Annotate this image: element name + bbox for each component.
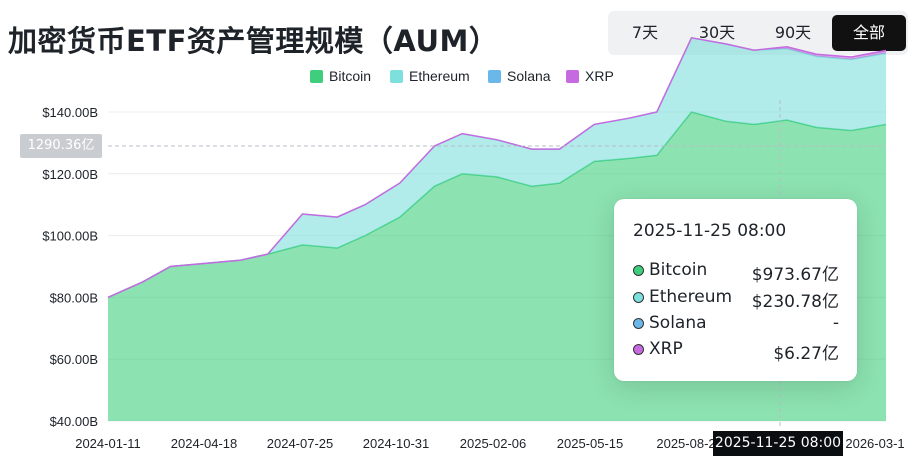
- tooltip-date: 2025-11-25 08:00: [633, 221, 787, 241]
- solana-dot-icon: [633, 318, 644, 329]
- x-tick-label: 2024-10-31: [363, 436, 430, 451]
- tooltip-row-xrp: XRP $6.27亿: [633, 339, 839, 364]
- tooltip-row-ethereum: Ethereum $230.78亿: [633, 287, 839, 312]
- legend-swatch: [390, 70, 403, 83]
- y-tick-label: $120.00B: [42, 167, 98, 182]
- x-tick-label: 2025-05-15: [557, 436, 624, 451]
- tooltip-row-bitcoin: Bitcoin $973.67亿: [633, 260, 839, 285]
- x-tick-label: 2025-08-2: [656, 436, 715, 451]
- legend-solana[interactable]: Solana: [488, 68, 551, 84]
- x-tick-label: 2025-02-06: [460, 436, 527, 451]
- x-tick-label: 2026-03-1: [845, 436, 904, 451]
- area-series-ethereum: [108, 37, 886, 298]
- range-all-button[interactable]: 全部: [832, 15, 906, 51]
- ethereum-dot-icon: [633, 292, 644, 303]
- range-90d-button[interactable]: 90天: [774, 23, 812, 42]
- y-tick-label: $100.00B: [42, 229, 98, 244]
- y-tick-label: $40.00B: [50, 414, 98, 429]
- crosshair-y-label: 1290.36亿: [20, 134, 102, 158]
- legend-ethereum[interactable]: Ethereum: [390, 68, 470, 84]
- x-tick-label: 2024-04-18: [171, 436, 238, 451]
- range-7d-button[interactable]: 7天: [631, 23, 659, 42]
- y-tick-label: $60.00B: [50, 352, 98, 367]
- x-tick-label: 2024-01-11: [75, 436, 141, 451]
- time-range-selector: 7天 30天 90天 全部: [608, 11, 908, 55]
- line-series-xrp: [107, 36, 887, 299]
- legend-xrp[interactable]: XRP: [566, 68, 614, 84]
- page-title: 加密货币ETF资产管理规模（AUM）: [8, 24, 499, 58]
- y-tick-label: $140.00B: [42, 105, 98, 120]
- crosshair-x-label: 2025-11-25 08:00: [713, 431, 843, 456]
- legend-swatch: [488, 70, 501, 83]
- x-tick-label: 2024-07-25: [267, 436, 334, 451]
- y-tick-label: $80.00B: [50, 290, 98, 305]
- chart-legend: Bitcoin Ethereum Solana XRP: [0, 68, 922, 88]
- chart-tooltip: 2025-11-25 08:00 Bitcoin $973.67亿 Ethere…: [614, 199, 857, 381]
- range-30d-button[interactable]: 30天: [698, 23, 736, 42]
- xrp-dot-icon: [633, 344, 644, 355]
- bitcoin-dot-icon: [633, 265, 644, 276]
- legend-swatch: [310, 70, 323, 83]
- legend-swatch: [566, 70, 579, 83]
- tooltip-row-solana: Solana -: [633, 313, 839, 335]
- legend-bitcoin[interactable]: Bitcoin: [310, 68, 371, 84]
